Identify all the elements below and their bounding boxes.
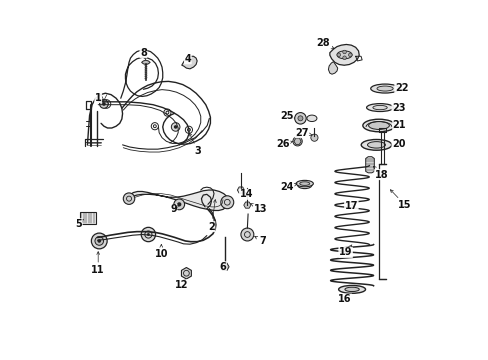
Polygon shape — [182, 56, 197, 69]
Circle shape — [221, 196, 233, 209]
Ellipse shape — [376, 86, 392, 91]
Polygon shape — [181, 267, 191, 279]
Text: 1: 1 — [95, 93, 103, 103]
Text: 19: 19 — [338, 245, 352, 257]
Text: 21: 21 — [392, 121, 406, 130]
Circle shape — [147, 233, 149, 236]
Circle shape — [174, 125, 177, 129]
Circle shape — [95, 237, 103, 245]
Circle shape — [141, 227, 155, 242]
Ellipse shape — [338, 285, 365, 293]
Circle shape — [297, 116, 303, 121]
Text: 26: 26 — [276, 139, 292, 149]
Text: 6: 6 — [219, 262, 226, 272]
Text: 20: 20 — [391, 139, 405, 149]
Polygon shape — [220, 263, 228, 270]
Ellipse shape — [372, 105, 386, 110]
Text: 4: 4 — [184, 54, 191, 64]
Circle shape — [91, 233, 107, 249]
Ellipse shape — [367, 141, 385, 148]
Circle shape — [292, 136, 302, 146]
Text: 17: 17 — [344, 201, 357, 211]
Circle shape — [123, 193, 135, 204]
Circle shape — [177, 202, 181, 207]
Circle shape — [171, 123, 180, 131]
Circle shape — [310, 134, 317, 141]
Ellipse shape — [366, 104, 393, 112]
Text: 16: 16 — [338, 293, 351, 304]
Circle shape — [342, 50, 346, 54]
Circle shape — [342, 56, 346, 59]
Text: 18: 18 — [373, 166, 387, 180]
Circle shape — [100, 100, 108, 108]
Circle shape — [102, 102, 105, 106]
Bar — [80, 212, 96, 224]
Text: 8: 8 — [140, 48, 146, 59]
Ellipse shape — [370, 84, 399, 93]
Ellipse shape — [336, 51, 351, 59]
Polygon shape — [142, 60, 150, 64]
Ellipse shape — [362, 119, 394, 132]
Text: 25: 25 — [280, 111, 294, 121]
Polygon shape — [293, 138, 301, 144]
Text: 11: 11 — [91, 252, 105, 275]
Text: 27: 27 — [295, 128, 311, 138]
Circle shape — [348, 53, 351, 57]
Circle shape — [241, 228, 253, 241]
Ellipse shape — [375, 122, 389, 127]
Circle shape — [294, 113, 305, 124]
Text: 14: 14 — [239, 189, 252, 199]
Text: 3: 3 — [189, 133, 201, 156]
Text: 9: 9 — [170, 204, 178, 215]
Ellipse shape — [296, 180, 313, 187]
Ellipse shape — [299, 182, 309, 185]
Ellipse shape — [344, 287, 359, 292]
Text: 24: 24 — [280, 182, 296, 192]
Text: 23: 23 — [391, 103, 405, 113]
Polygon shape — [329, 44, 359, 65]
Ellipse shape — [368, 122, 388, 130]
Text: 10: 10 — [154, 244, 168, 258]
Text: 2: 2 — [208, 200, 216, 231]
Text: 12: 12 — [175, 279, 188, 290]
Circle shape — [336, 53, 340, 57]
Circle shape — [174, 199, 184, 210]
Polygon shape — [128, 190, 228, 211]
Text: 5: 5 — [75, 219, 83, 229]
Polygon shape — [365, 157, 373, 173]
Text: 7: 7 — [254, 236, 265, 246]
Text: 28: 28 — [315, 38, 333, 49]
Ellipse shape — [306, 115, 316, 122]
Text: 13: 13 — [250, 204, 267, 214]
Text: 22: 22 — [394, 83, 407, 93]
Polygon shape — [328, 62, 337, 74]
Ellipse shape — [361, 139, 391, 150]
Text: 15: 15 — [389, 190, 411, 210]
Circle shape — [97, 239, 101, 243]
Polygon shape — [244, 202, 250, 208]
Polygon shape — [237, 187, 244, 193]
